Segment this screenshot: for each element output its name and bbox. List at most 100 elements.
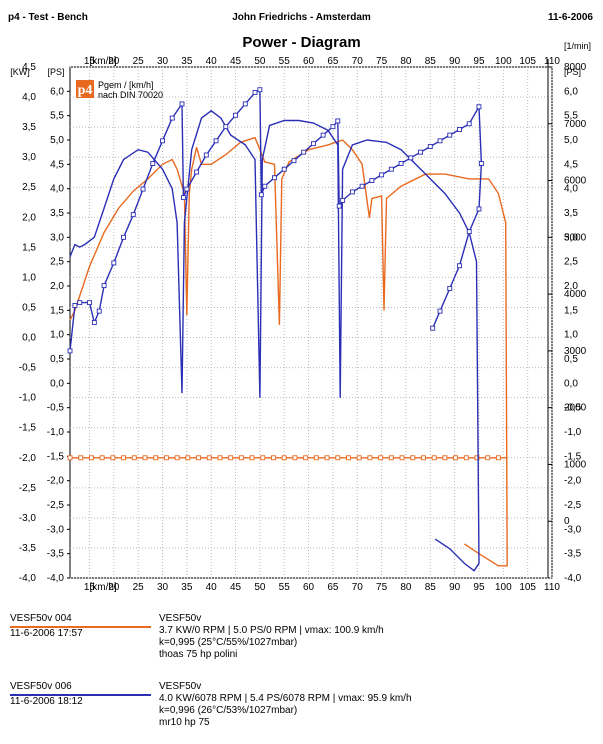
kw-tick-label: -3,0 [19,513,37,524]
series-marker-loss [88,455,94,461]
x-tick-label-top: 30 [157,56,169,67]
x-tick-label-bottom: 60 [303,582,315,593]
ps-tick-label-left: -1,5 [47,451,65,462]
x-tick-label-bottom: 70 [352,582,364,593]
series-line-power-2 [69,109,480,572]
series-marker-loss [185,455,191,461]
legend-line2: k=0,995 (25°C/55%/1027mbar) [159,637,298,648]
series-marker-loss [453,455,459,461]
ps-tick-label-right: 5,0 [564,135,578,146]
legend-date: 11-6-2006 18:12 [10,696,83,707]
series-marker-rpm [447,132,453,138]
series-marker-rpm [457,263,462,269]
x-tick-label-top: 60 [303,56,315,67]
x-tick-label-top: 85 [425,56,437,67]
header-left: p4 - Test - Bench [8,12,88,23]
ps-tick-label-left: 5,5 [50,111,64,122]
kw-tick-label: -2,5 [19,483,37,494]
ps-axis-label-left: [PS] [47,67,64,77]
kw-tick-label: 1,5 [22,242,36,253]
x-tick-label-bottom: 90 [449,582,461,593]
series-marker-rpm [388,166,394,172]
series-marker-rpm [398,161,404,166]
series-marker-rpm [330,124,336,130]
x-tick-label-bottom: 35 [181,582,193,593]
series-marker-rpm [418,149,423,155]
kw-tick-label: 1,0 [22,272,36,283]
rpm-tick-label: 7000 [564,119,587,130]
x-tick-label-bottom: 110 [544,582,560,593]
x-tick-label-bottom: 80 [400,582,412,593]
series-line-rpm-3 [69,88,483,351]
series-marker-loss [399,455,405,461]
series-marker-rpm [335,118,341,124]
x-tick-label-top: 95 [473,56,485,67]
series-marker-loss [346,455,351,461]
x-tick-label-top: 40 [206,56,218,67]
rpm-tick-label: 1000 [564,459,587,470]
series-marker-rpm [223,124,229,130]
series-marker-loss [485,455,491,461]
x-tick-label-top: 25 [133,56,145,67]
ps-tick-label-right: 3,0 [564,232,578,243]
kw-tick-label: -3,5 [19,543,37,554]
x-tick-label-bottom: 55 [279,582,291,593]
series-marker-loss [142,455,148,461]
kw-tick-label: 2,5 [22,182,36,193]
ps-tick-label-right: 4,0 [564,184,578,195]
series-marker-loss [110,455,116,461]
series-marker-loss [153,455,159,461]
legend-line1: 3.7 KW/0 RPM | 5.0 PS/0 RPM | vmax: 100.… [159,625,384,636]
rpm-tick-label: 8000 [564,62,587,73]
legend-line2: k=0,996 (26°C/53%/1027mbar) [159,705,298,716]
p4-logo-text: p4 [78,83,93,98]
series-marker-rpm [257,87,263,93]
series-marker-rpm [150,161,156,166]
series-marker-loss [442,455,448,461]
series-marker-rpm [369,178,375,184]
ps-tick-label-right: -3,5 [564,549,582,560]
series-marker-rpm [258,192,264,198]
legend-details-2: VESF50v 4.0 KW/6078 RPM | 5.4 PS/6078 RP… [159,681,412,729]
x-tick-label-top: 45 [230,56,242,67]
series-marker-rpm [121,234,127,240]
series-marker-rpm [291,158,297,164]
series-marker-rpm [476,206,482,212]
ps-tick-label-left: 0,0 [50,378,64,389]
x-tick-label-top: 20 [108,56,120,67]
x-tick-label-bottom: 100 [495,582,512,593]
series-marker-rpm [320,132,326,138]
ps-tick-label-left: -1,0 [47,427,65,438]
series-marker-loss [324,455,330,461]
ps-tick-label-right: 1,0 [564,330,578,341]
series-marker-loss [78,455,84,461]
series-marker-rpm [466,229,472,235]
power-diagram: 15 15 20 20 25 25 30 30 35 35 40 40 45 45 50 50 55 55 60 60… [10,41,591,593]
kw-tick-label: 2,0 [22,212,36,223]
legend-line3: mr10 hp 75 [159,717,210,728]
series-marker-loss [367,455,373,461]
ps-tick-label-right: 2,0 [564,281,578,292]
ps-tick-label-left: -2,0 [47,476,65,487]
series-marker-rpm [408,155,414,161]
kw-tick-label: -0,5 [19,363,37,374]
ps-tick-label-left: 1,0 [50,330,64,341]
ps-tick-label-left: -3,5 [47,549,65,560]
x-tick-label-top: 50 [254,56,266,67]
series-marker-rpm [77,300,83,306]
series-marker-rpm [430,325,436,331]
rpm-tick-label: 2000 [564,403,587,414]
x-tick-label-bottom: 50 [254,582,266,593]
series-marker-rpm [476,104,482,110]
series-marker-rpm [111,260,117,266]
ps-tick-label-right: -3,0 [564,524,582,535]
kw-tick-label: -4,0 [19,573,37,584]
series-marker-rpm [130,212,136,218]
header-date: 11-6-2006 [547,12,593,23]
x-tick-label-top: 15 [84,56,96,67]
ps-tick-label-left: -4,0 [47,573,65,584]
x-axis-label-bottom: [km/h] [89,582,116,593]
series-marker-rpm [379,172,385,178]
series-marker-rpm [457,127,462,132]
series-marker-rpm [101,283,107,289]
